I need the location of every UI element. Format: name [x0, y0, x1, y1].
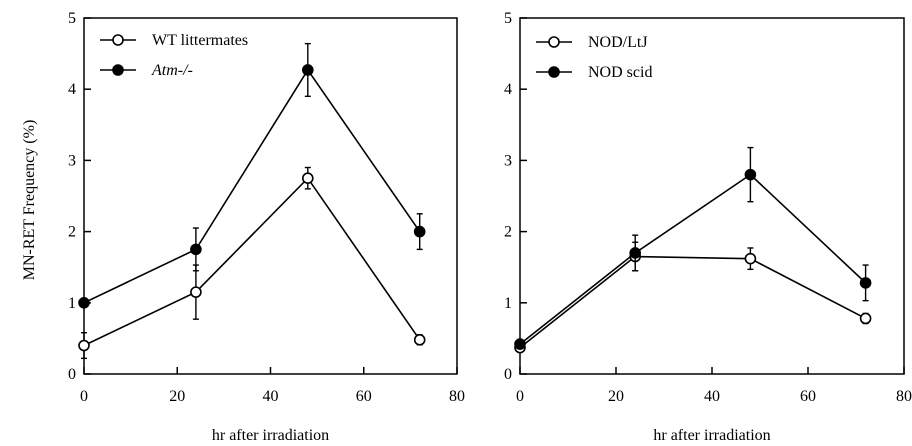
- plot-frame: [83, 17, 458, 375]
- y-tick-label: 1: [68, 295, 76, 312]
- left-chart-panel: 0 20 40 60 80 0 1 2 3 4 5 hr after irradiation WT li…: [68, 10, 465, 444]
- legend-marker: [112, 64, 124, 76]
- data-point: [301, 172, 314, 184]
- y-tick-label: 4: [504, 81, 512, 98]
- data-point: [413, 334, 426, 346]
- y-tick-label: 0: [504, 366, 512, 383]
- x-tick-label: 60: [356, 388, 372, 405]
- x-tick-label: 40: [263, 388, 279, 405]
- x-tick-label: 20: [608, 388, 624, 405]
- legend-marker: [112, 34, 124, 46]
- series-line-0: [519, 255, 866, 349]
- x-tick-label: 80: [449, 388, 465, 405]
- data-point: [301, 64, 314, 76]
- x-tick-label: 0: [516, 388, 524, 405]
- data-point: [744, 168, 757, 181]
- legend-label: Atm-/-: [151, 62, 193, 79]
- legend-marker: [548, 36, 560, 48]
- y-tick-label: 3: [504, 152, 512, 169]
- x-tick-label: 20: [169, 388, 185, 405]
- x-tick-label: 60: [800, 388, 816, 405]
- y-tick-label: 0: [68, 366, 76, 383]
- y-tick-label: 5: [504, 10, 512, 27]
- x-axis-title: hr after irradiation: [653, 427, 770, 444]
- data-point: [78, 296, 90, 309]
- plot-frame: [519, 17, 905, 375]
- data-point: [78, 339, 90, 352]
- data-point: [629, 247, 642, 259]
- legend-label: NOD/LtJ: [588, 34, 648, 51]
- data-point: [413, 225, 426, 238]
- data-point: [190, 243, 202, 256]
- y-tick-label: 5: [68, 10, 76, 27]
- y-tick-label: 2: [68, 224, 76, 241]
- series-line-1: [519, 173, 867, 345]
- x-tick-label: 40: [704, 388, 720, 405]
- legend-label: WT littermates: [152, 32, 248, 49]
- data-point: [190, 286, 202, 298]
- y-tick-label: 2: [504, 224, 512, 241]
- series-line-0: [83, 176, 421, 347]
- y-tick-label: 3: [68, 152, 76, 169]
- y-tick-label: 4: [68, 81, 76, 98]
- data-point: [744, 252, 757, 265]
- y-axis-title: MN-RET Frequency (%): [21, 120, 38, 281]
- x-tick-label: 0: [80, 388, 88, 405]
- legend-label: NOD scid: [588, 64, 652, 81]
- right-chart-panel: 0 20 40 60 80 0 1 2 3 4 5 hr after irradiation NOD/L…: [504, 10, 912, 444]
- x-axis-title: hr after irradiation: [212, 427, 329, 444]
- data-point: [859, 277, 872, 289]
- data-point: [859, 312, 872, 325]
- x-tick-label: 80: [896, 388, 912, 405]
- series-line-1: [83, 68, 421, 304]
- legend-marker: [548, 66, 560, 78]
- data-point: [514, 338, 526, 350]
- y-tick-label: 1: [504, 295, 512, 312]
